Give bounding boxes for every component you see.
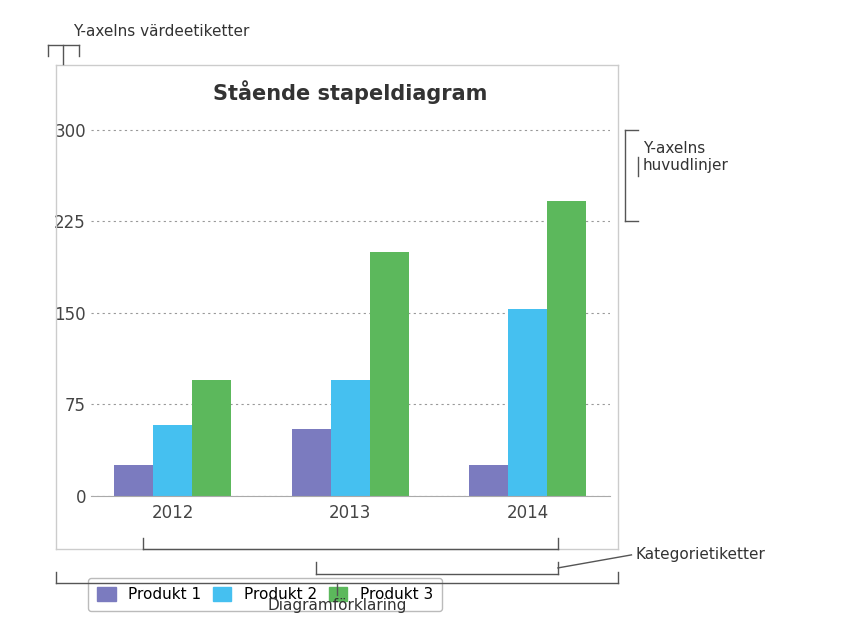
Bar xyxy=(548,201,586,496)
Title: Stående stapeldiagram: Stående stapeldiagram xyxy=(213,81,488,105)
Bar xyxy=(114,466,153,496)
Bar xyxy=(509,309,548,496)
Text: Diagramförklaring: Diagramförklaring xyxy=(267,598,407,613)
Text: Y-axelns
huvudlinjer: Y-axelns huvudlinjer xyxy=(643,141,728,173)
Bar xyxy=(153,425,192,496)
Legend: Produkt 1, Produkt 2, Produkt 3: Produkt 1, Produkt 2, Produkt 3 xyxy=(88,577,442,611)
Bar xyxy=(192,380,232,496)
Bar xyxy=(292,429,330,496)
Text: Kategorietiketter: Kategorietiketter xyxy=(636,547,766,562)
Text: Y-axelns värdeetiketter: Y-axelns värdeetiketter xyxy=(74,24,250,38)
Bar xyxy=(469,466,509,496)
Bar xyxy=(330,380,370,496)
Bar xyxy=(370,252,409,496)
